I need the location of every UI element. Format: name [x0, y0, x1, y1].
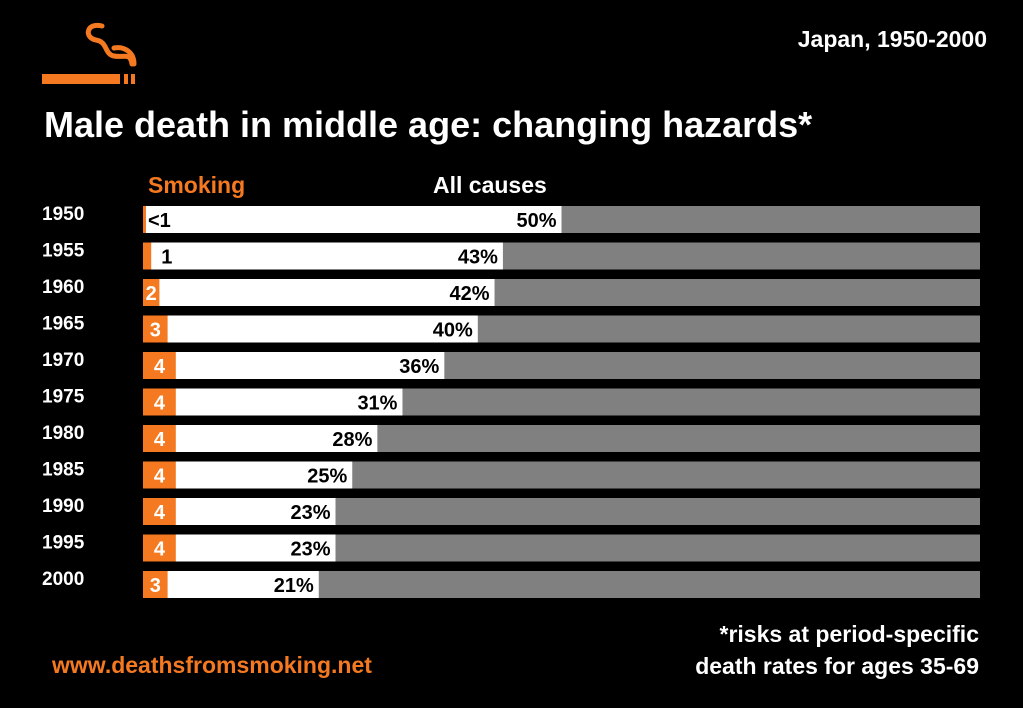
- year-label: 1950: [42, 204, 84, 225]
- smoking-bar: [143, 352, 176, 379]
- all-causes-value-label: 23%: [290, 502, 330, 524]
- chart-title: Male death in middle age: changing hazar…: [44, 104, 813, 145]
- all-causes-bar: [143, 242, 503, 270]
- year-label: 1955: [42, 241, 85, 262]
- smoking-value-label: 3: [150, 320, 161, 342]
- smoking-bar: [143, 279, 160, 306]
- smoking-bar: [143, 206, 146, 233]
- all-causes-value-label: 40%: [433, 320, 473, 342]
- smoking-value-label: 4: [154, 466, 166, 488]
- all-causes-bar: [143, 425, 378, 452]
- all-causes-bar: [143, 388, 403, 416]
- year-label: 1965: [42, 314, 85, 335]
- cigarette-smoke-icon: [42, 22, 137, 84]
- all-causes-bar: [143, 461, 353, 489]
- smoking-value-label: <1: [148, 210, 171, 232]
- year-label: 1975: [42, 387, 85, 408]
- smoking-value-label: 4: [154, 393, 166, 415]
- year-label: 1985: [42, 460, 85, 481]
- all-causes-bar: [143, 315, 478, 343]
- year-label: 1995: [42, 533, 85, 554]
- smoking-bar: [143, 425, 176, 452]
- year-label: 1980: [42, 423, 84, 444]
- country-period: Japan, 1950-2000: [797, 26, 987, 52]
- footnote-line-2: death rates for ages 35-69: [695, 653, 979, 679]
- all-causes-value-label: 31%: [357, 393, 397, 415]
- year-label: 1960: [42, 277, 84, 298]
- smoking-bar: [143, 534, 176, 562]
- year-label: 1970: [42, 350, 84, 371]
- smoking-bar: [143, 461, 176, 489]
- smoking-bar: [143, 498, 176, 525]
- smoking-value-label: 4: [154, 539, 166, 561]
- year-label: 1990: [42, 496, 84, 517]
- smoking-bar: [143, 571, 168, 598]
- footnote-line-1: *risks at period-specific: [719, 621, 980, 647]
- smoking-value-label: 4: [154, 502, 166, 524]
- website-link[interactable]: www.deathsfromsmoking.net: [52, 652, 372, 678]
- all-causes-value-label: 43%: [458, 247, 498, 269]
- all-causes-value-label: 36%: [399, 356, 439, 378]
- all-causes-value-label: 25%: [307, 466, 347, 488]
- all-causes-bar: [143, 352, 445, 379]
- legend-all-causes: All causes: [433, 172, 547, 198]
- smoking-bar: [143, 315, 168, 343]
- all-causes-value-label: 23%: [290, 539, 330, 561]
- smoking-bar: [143, 242, 152, 270]
- all-causes-bar: [143, 571, 319, 598]
- all-causes-bar: [143, 279, 495, 306]
- year-label: 2000: [42, 569, 84, 590]
- smoking-value-label: 2: [146, 283, 157, 305]
- smoking-value-label: 3: [150, 575, 161, 597]
- all-causes-bar: [143, 206, 562, 233]
- smoking-bar: [143, 388, 176, 416]
- all-causes-value-label: 50%: [516, 210, 556, 232]
- smoking-value-label: 1: [161, 247, 172, 269]
- all-causes-value-label: 42%: [450, 283, 490, 305]
- all-causes-value-label: 21%: [274, 575, 314, 597]
- all-causes-value-label: 28%: [332, 429, 372, 451]
- smoking-value-label: 4: [154, 429, 166, 451]
- footnote: *risks at period-specific death rates fo…: [695, 618, 979, 682]
- smoking-value-label: 4: [154, 356, 166, 378]
- legend-smoking: Smoking: [148, 172, 246, 198]
